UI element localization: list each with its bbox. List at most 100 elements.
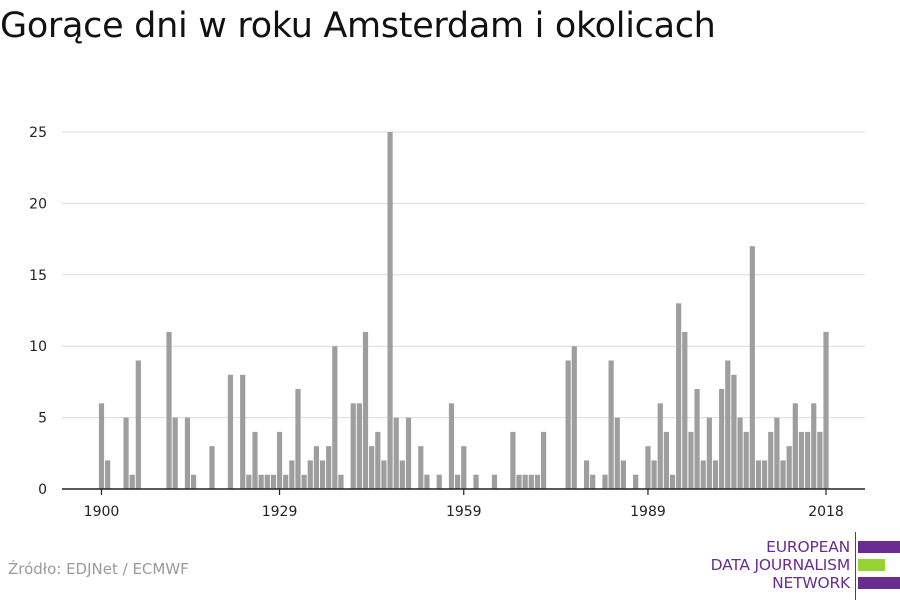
- bar-1927: [264, 474, 270, 489]
- bar-2002: [725, 360, 731, 489]
- bar-1918: [209, 446, 215, 489]
- bar-1904: [123, 417, 129, 489]
- y-tick-label: 25: [29, 125, 47, 141]
- bar-2000: [712, 460, 719, 489]
- bar-1957: [448, 403, 455, 489]
- bar-2008: [762, 460, 768, 489]
- bar-1984: [614, 417, 620, 489]
- bar-1944: [369, 446, 375, 489]
- bar-1928: [270, 474, 277, 489]
- bar-2015: [805, 431, 811, 489]
- bar-1976: [565, 360, 571, 489]
- bar-1977: [571, 346, 577, 489]
- bar-1952: [418, 446, 424, 489]
- bar-1943: [362, 331, 369, 489]
- logo-bar-middle: [858, 559, 885, 571]
- bar-1929: [276, 431, 283, 489]
- y-axis: 0 5 10 15 20 25: [29, 125, 47, 498]
- bar-1980: [590, 474, 596, 489]
- bar-1971: [534, 474, 541, 489]
- bar-2013: [792, 403, 798, 489]
- chart-title: Gorące dni w roku Amsterdam i okolicach: [0, 6, 716, 46]
- bar-1990: [651, 460, 657, 489]
- bar-2017: [817, 431, 823, 489]
- bar-2018: [823, 331, 829, 489]
- logo-bar-bottom: [858, 577, 900, 589]
- bar-1989: [645, 446, 651, 489]
- bar-1934: [307, 460, 313, 489]
- bar-1906: [135, 360, 141, 489]
- bar-1999: [706, 417, 712, 489]
- bar-1939: [338, 474, 344, 489]
- bar-2005: [743, 431, 749, 489]
- logo-text-line-3: NETWORK: [772, 574, 850, 592]
- bar-1931: [289, 460, 295, 489]
- bar-1941: [350, 403, 356, 489]
- y-tick-label: 5: [38, 411, 47, 427]
- bar-1991: [657, 403, 663, 489]
- bar-1982: [602, 474, 608, 489]
- bar-1970: [528, 474, 534, 489]
- bar-1969: [522, 474, 528, 489]
- x-tick-label: 1900: [84, 504, 120, 520]
- bar-1912: [172, 417, 178, 489]
- bar-2014: [798, 431, 805, 489]
- logo-text-line-1: EUROPEAN: [766, 538, 850, 556]
- gridlines: [62, 131, 865, 419]
- bar-2016: [811, 403, 817, 489]
- bar-1901: [105, 460, 111, 489]
- bar-1911: [166, 331, 172, 489]
- bar-1979: [583, 460, 590, 489]
- logo-text-line-2: DATA JOURNALISM: [710, 556, 851, 574]
- bar-1923: [240, 374, 246, 489]
- bar-1930: [283, 474, 289, 489]
- bar-1998: [700, 460, 706, 489]
- bar-1961: [473, 474, 479, 489]
- bar-1924: [246, 474, 252, 489]
- bar-1968: [516, 474, 522, 489]
- bar-1985: [620, 460, 626, 489]
- bar-1925: [252, 431, 258, 489]
- logo-bar-top: [858, 541, 900, 553]
- bar-1937: [326, 446, 332, 489]
- bars: [98, 132, 829, 489]
- bar-1921: [227, 374, 234, 489]
- bar-2010: [774, 417, 780, 489]
- bar-1926: [258, 474, 264, 489]
- x-tick-label: 1929: [262, 504, 298, 520]
- bar-1995: [682, 331, 688, 489]
- bar-2012: [786, 446, 792, 489]
- bar-1959: [461, 446, 467, 489]
- x-tick-label: 2018: [808, 504, 844, 520]
- bar-1992: [663, 431, 669, 489]
- bar-2004: [737, 417, 743, 489]
- x-axis: 1900 1929 1959 1989 2018: [84, 489, 844, 520]
- bar-1933: [301, 474, 307, 489]
- bar-1936: [319, 460, 326, 489]
- bar-1955: [436, 474, 442, 489]
- x-tick-label: 1959: [446, 504, 482, 520]
- y-tick-label: 10: [29, 339, 47, 355]
- bar-1993: [669, 474, 676, 489]
- bar-1905: [129, 474, 135, 489]
- bar-1972: [540, 431, 547, 489]
- bar-1914: [184, 417, 191, 489]
- bar-1997: [694, 389, 700, 489]
- bar-2007: [755, 460, 762, 489]
- bar-1987: [633, 474, 639, 489]
- bar-1958: [455, 474, 461, 489]
- logo-divider: [855, 532, 856, 600]
- bar-2001: [719, 389, 725, 489]
- bar-1994: [676, 303, 682, 489]
- bar-1948: [393, 417, 399, 489]
- bar-1950: [405, 417, 412, 489]
- bar-1949: [399, 460, 405, 489]
- bar-1947: [387, 132, 393, 489]
- bar-2011: [780, 460, 786, 489]
- y-tick-label: 15: [29, 268, 47, 284]
- bar-1935: [313, 446, 319, 489]
- bar-1964: [491, 474, 498, 489]
- bar-2006: [749, 246, 755, 489]
